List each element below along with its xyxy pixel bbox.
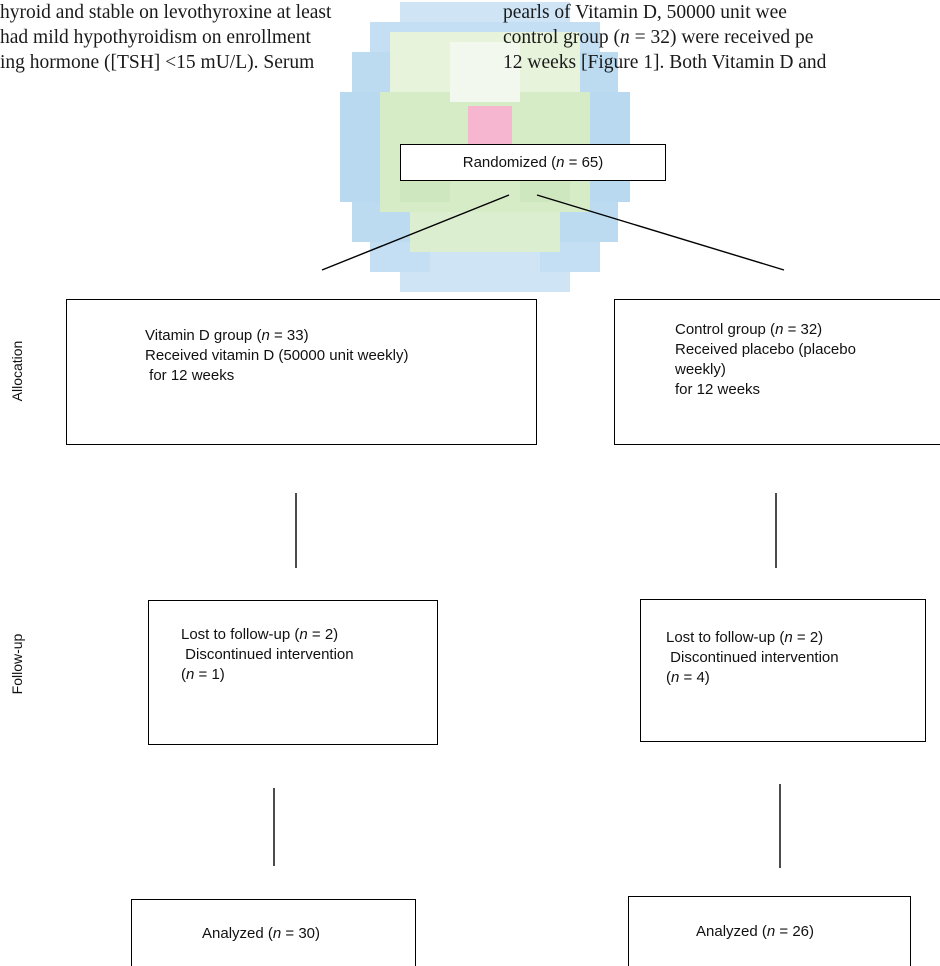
vitamin-discontinued: Discontinued intervention bbox=[181, 646, 354, 663]
text-line: had mild hypothyroidism on enrollment bbox=[0, 27, 311, 48]
control-group-box: Control group (n = 32) Received placebo … bbox=[614, 299, 940, 445]
vitamin-d-group-box: Vitamin D group (n = 33) Received vitami… bbox=[66, 299, 537, 445]
control-analyzed-box: Analyzed (n = 26) bbox=[628, 896, 911, 966]
control-lost-followup: Lost to follow-up (n = 2) bbox=[666, 629, 824, 646]
vitamin-d-analyzed-box: Analyzed (n = 30) bbox=[131, 899, 416, 966]
body-text-right-column: pearls of Vitamin D, 50000 unit wee cont… bbox=[503, 0, 940, 75]
vitamin-lost-followup: Lost to follow-up (n = 2) bbox=[181, 626, 339, 643]
control-discontinued: Discontinued intervention bbox=[666, 649, 839, 666]
control-group-duration: for 12 weeks bbox=[675, 381, 761, 398]
control-followup-box: Lost to follow-up (n = 2) Discontinued i… bbox=[640, 599, 926, 742]
control-discontinued-count: (n = 4) bbox=[666, 669, 710, 686]
vitamin-group-treatment: Received vitamin D (50000 unit weekly) bbox=[145, 347, 409, 364]
text-line: 12 weeks [Figure 1]. Both Vitamin D and bbox=[503, 52, 827, 73]
vitamin-d-followup-box: Lost to follow-up (n = 2) Discontinued i… bbox=[148, 600, 438, 745]
body-text-left-column: hyroid and stable on levothyroxine at le… bbox=[0, 0, 464, 75]
vitamin-group-duration: for 12 weeks bbox=[145, 367, 235, 384]
randomized-label: Randomized (n = 65) bbox=[462, 153, 604, 171]
control-group-title: Control group (n = 32) bbox=[675, 321, 823, 338]
text-line: ing hormone ([TSH] <15 mU/L). Serum bbox=[0, 52, 315, 73]
text-line: pearls of Vitamin D, 50000 unit wee bbox=[503, 2, 787, 23]
control-analyzed-label: Analyzed (n = 26) bbox=[696, 923, 814, 940]
stage-label-allocation: Allocation bbox=[9, 340, 25, 402]
text-line: hyroid and stable on levothyroxine at le… bbox=[0, 2, 332, 23]
control-group-treatment: Received placebo (placebo bbox=[675, 341, 856, 358]
control-group-treatment-cont: weekly) bbox=[675, 361, 726, 378]
randomized-box: Randomized (n = 65) bbox=[400, 144, 666, 181]
stage-label-follow-up: Follow-up bbox=[9, 633, 25, 695]
text-line: control group (n = 32) were received pe bbox=[503, 27, 814, 48]
vitamin-analyzed-label: Analyzed (n = 30) bbox=[202, 925, 320, 942]
vitamin-group-title: Vitamin D group (n = 33) bbox=[145, 327, 309, 344]
vitamin-discontinued-count: (n = 1) bbox=[181, 666, 225, 683]
